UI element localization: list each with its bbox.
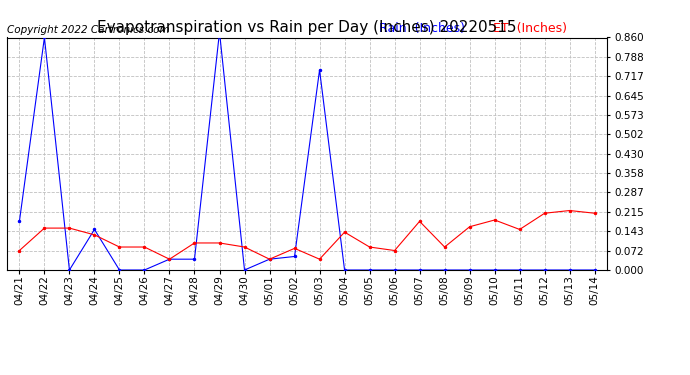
- ET  (Inches): [466, 225, 474, 229]
- ET  (Inches): [540, 211, 549, 216]
- ET  (Inches): [240, 245, 248, 249]
- Rain  (Inches): [266, 257, 274, 261]
- Rain  (Inches): [315, 68, 324, 72]
- ET  (Inches): [40, 226, 48, 230]
- ET  (Inches): [90, 232, 99, 237]
- ET  (Inches): [391, 248, 399, 253]
- Rain  (Inches): [140, 268, 148, 272]
- ET  (Inches): [591, 211, 599, 216]
- Rain  (Inches): [15, 219, 23, 224]
- Rain  (Inches): [540, 268, 549, 272]
- ET  (Inches): [315, 257, 324, 261]
- ET  (Inches): [15, 248, 23, 253]
- Rain  (Inches): [190, 257, 199, 261]
- Rain  (Inches): [466, 268, 474, 272]
- ET  (Inches): [140, 245, 148, 249]
- Rain  (Inches): [366, 268, 374, 272]
- Rain  (Inches): [440, 268, 449, 272]
- ET  (Inches): [166, 257, 174, 261]
- ET  (Inches): [66, 226, 74, 230]
- ET  (Inches): [115, 245, 124, 249]
- Rain  (Inches): [591, 268, 599, 272]
- Rain  (Inches): [290, 254, 299, 259]
- Rain  (Inches): [215, 30, 224, 34]
- ET  (Inches): [215, 241, 224, 245]
- ET  (Inches): [340, 230, 348, 234]
- Line: ET  (Inches): ET (Inches): [17, 209, 597, 261]
- Rain  (Inches): [515, 268, 524, 272]
- ET  (Inches): [415, 219, 424, 224]
- Rain  (Inches): [391, 268, 399, 272]
- Rain  (Inches): [66, 268, 74, 272]
- Rain  (Inches): [40, 35, 48, 40]
- ET  (Inches): [440, 245, 449, 249]
- ET  (Inches): [566, 208, 574, 213]
- ET  (Inches): [491, 218, 499, 222]
- Rain  (Inches): [115, 268, 124, 272]
- ET  (Inches): [190, 241, 199, 245]
- Rain  (Inches): [566, 268, 574, 272]
- Rain  (Inches): [90, 227, 99, 232]
- Text: Rain  (Inches): Rain (Inches): [379, 22, 465, 35]
- Title: Evapotranspiration vs Rain per Day (Inches) 20220515: Evapotranspiration vs Rain per Day (Inch…: [97, 20, 517, 35]
- Line: Rain  (Inches): Rain (Inches): [17, 30, 597, 272]
- ET  (Inches): [515, 227, 524, 232]
- Rain  (Inches): [415, 268, 424, 272]
- Rain  (Inches): [491, 268, 499, 272]
- Rain  (Inches): [240, 268, 248, 272]
- ET  (Inches): [290, 246, 299, 250]
- Text: Copyright 2022 Cartronics.com: Copyright 2022 Cartronics.com: [7, 25, 170, 35]
- ET  (Inches): [366, 245, 374, 249]
- ET  (Inches): [266, 257, 274, 261]
- Rain  (Inches): [166, 257, 174, 261]
- Rain  (Inches): [340, 268, 348, 272]
- Text: ET  (Inches): ET (Inches): [493, 22, 567, 35]
